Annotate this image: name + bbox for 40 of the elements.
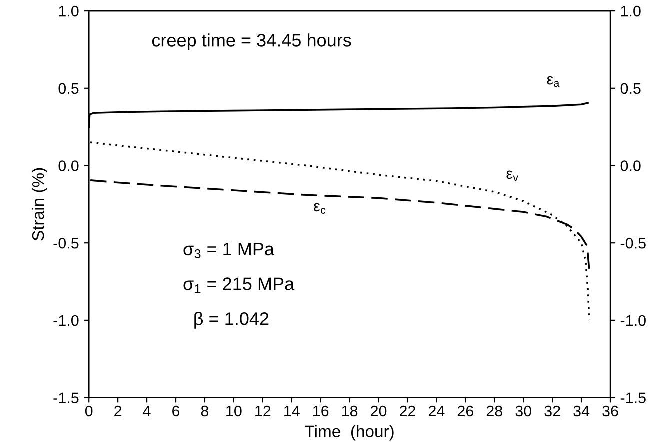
annotation: β = 1.042	[194, 312, 269, 329]
y2-tick-label: -0.5	[620, 238, 646, 249]
y2-tick-label: -1.5	[620, 392, 646, 404]
y-tick-label: 0.5	[58, 83, 79, 94]
x-tick-label: 24	[428, 406, 445, 417]
x-tick-label: 10	[226, 406, 242, 417]
y2-tick-label: -1.0	[620, 315, 646, 326]
y-tick-label: -1.5	[54, 392, 79, 404]
x-tick-label: 30	[516, 406, 532, 417]
x-tick-label: 8	[201, 406, 209, 417]
x-tick-label: 32	[544, 406, 560, 417]
annotation: σ$_{3}$ = 1 MPa	[184, 243, 275, 258]
x-axis-title: Time (hour)	[305, 425, 394, 441]
annotation: creep time = 34.45 hours	[152, 34, 352, 50]
x-tick-label: 0	[85, 406, 93, 417]
x-tick-label: 18	[342, 406, 358, 417]
x-tick-label: 16	[314, 406, 329, 417]
x-tick-label: 14	[284, 406, 300, 417]
y-tick-label: 1.0	[59, 6, 79, 17]
x-tick-label: 34	[574, 406, 590, 417]
series-label: ε$_{a}$	[547, 76, 560, 88]
x-tick-label: 28	[486, 406, 502, 417]
series-label: ε$_{c}$	[314, 203, 326, 214]
x-tick-label: 12	[256, 406, 271, 417]
series-label: ε$_{v}$	[506, 170, 518, 182]
x-tick-label: 20	[371, 406, 387, 417]
y2-tick-label: 0.5	[620, 83, 641, 94]
y-tick-label: -0.5	[54, 238, 79, 249]
x-tick-label: 4	[143, 406, 151, 417]
y2-tick-label: 1.0	[621, 6, 641, 17]
x-tick-label: 36	[602, 406, 618, 417]
y-axis-title: Strain (%)	[32, 168, 48, 241]
y-tick-label: 0.0	[58, 160, 79, 172]
x-tick-label: 6	[172, 406, 180, 417]
y-tick-label: -1.0	[54, 315, 79, 326]
x-tick-label: 22	[400, 406, 416, 417]
x-tick-label: 26	[458, 406, 474, 417]
annotation: σ$_{1}$ = 215 MPa	[184, 278, 295, 294]
x-tick-label: 2	[114, 406, 122, 417]
y2-tick-label: 0.0	[620, 160, 641, 172]
